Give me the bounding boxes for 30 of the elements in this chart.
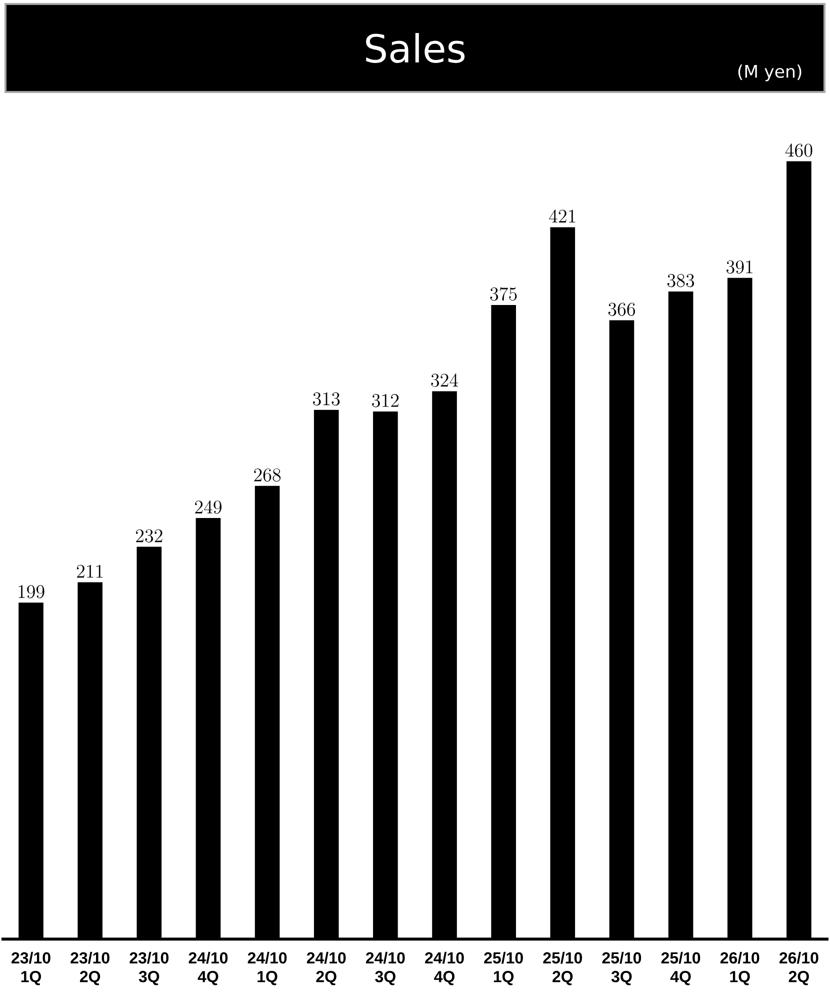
data-label: 366 [608, 302, 636, 316]
x-tick-label: 23/10 3Q [130, 952, 169, 986]
x-tick-label: 25/10 3Q [602, 952, 642, 986]
x-tick-label: 23/10 2Q [70, 952, 110, 986]
data-label: 312 [372, 394, 399, 408]
x-tick-label: 25/10 1Q [484, 952, 523, 986]
x-tick-label: 24/10 3Q [366, 952, 405, 986]
data-label: 324 [431, 374, 458, 387]
x-tick-label: 24/10 2Q [306, 952, 346, 986]
data-label: 391 [726, 260, 752, 274]
x-tick-label: 24/10 1Q [248, 952, 287, 986]
data-label: 199 [18, 585, 44, 598]
data-label: 211 [76, 564, 103, 578]
chart-title: Sales [366, 33, 465, 63]
data-label: 232 [136, 529, 162, 542]
data-label: 460 [785, 144, 812, 157]
x-tick-label: 24/10 4Q [425, 952, 464, 986]
x-tick-label: 26/10 1Q [720, 952, 760, 986]
data-label: 268 [254, 468, 281, 482]
chart-subtitle: (M yen) [738, 64, 802, 82]
data-label: 249 [195, 500, 222, 514]
x-tick-label: 23/10 1Q [12, 952, 50, 986]
data-label: 375 [490, 287, 517, 301]
data-label: 313 [313, 392, 340, 406]
x-tick-label: 26/10 2Q [780, 952, 818, 986]
x-tick-label: 24/10 4Q [188, 952, 228, 986]
x-tick-label: 25/10 2Q [543, 952, 582, 986]
x-tick-label: 25/10 4Q [661, 952, 700, 986]
data-label: 421 [549, 210, 576, 222]
data-label: 383 [668, 274, 694, 288]
